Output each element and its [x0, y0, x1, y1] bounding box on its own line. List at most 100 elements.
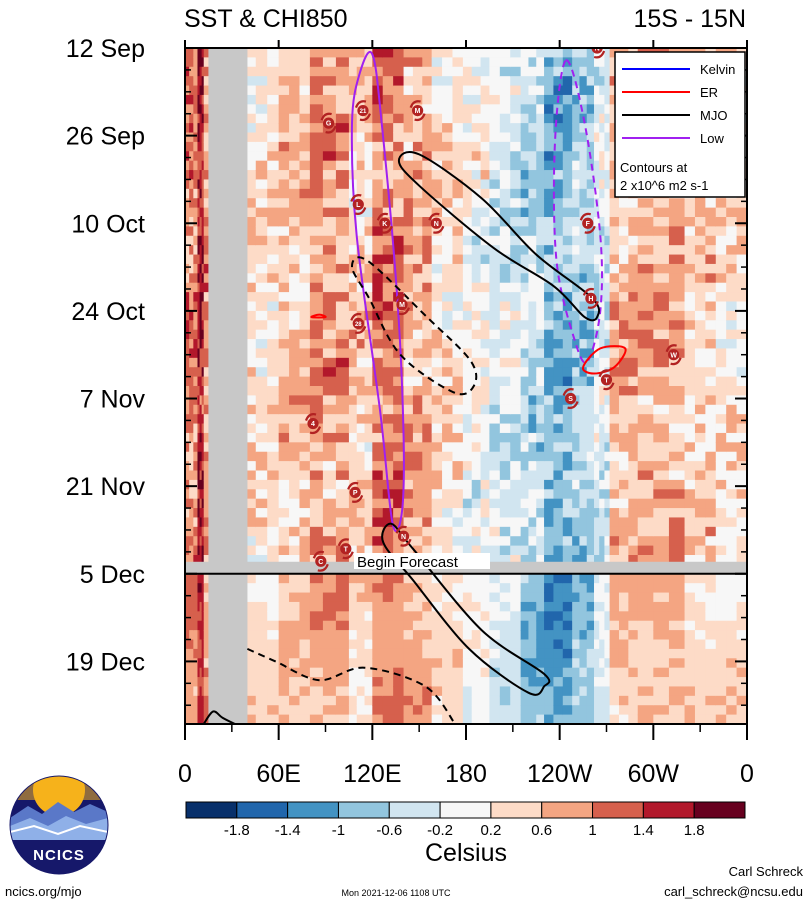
sst-cell	[489, 282, 501, 293]
sst-cell	[609, 245, 620, 256]
sst-cell	[412, 611, 423, 622]
sst-cell	[412, 57, 423, 68]
sst-cell	[489, 630, 501, 641]
sst-cell	[197, 386, 201, 396]
sst-cell	[412, 235, 423, 246]
sst-cell	[442, 160, 454, 171]
sst-cell	[594, 432, 600, 443]
sst-cell	[382, 339, 394, 350]
sst-cell	[618, 479, 629, 490]
sst-cell	[442, 254, 454, 265]
sst-cell	[189, 48, 194, 58]
sst-cell	[309, 113, 324, 124]
sst-cell	[594, 404, 600, 415]
sst-cell	[431, 329, 443, 340]
sst-cell	[197, 235, 201, 246]
sst-cell	[594, 545, 600, 556]
sst-cell	[322, 207, 337, 218]
sst-cell	[489, 310, 501, 321]
sst-cell	[609, 226, 620, 237]
sst-cell	[462, 94, 473, 105]
sst-cell	[185, 601, 190, 612]
sst-cell	[431, 57, 443, 68]
sst-cell	[653, 470, 670, 481]
sst-cell	[372, 442, 384, 453]
sst-cell	[412, 395, 423, 406]
sst-cell	[335, 630, 350, 641]
sst-cell	[201, 198, 205, 209]
sst-cell	[528, 85, 537, 96]
sst-cell	[244, 282, 257, 293]
sst-cell	[489, 601, 501, 612]
sst-cell	[442, 207, 454, 218]
sst-cell	[705, 207, 717, 218]
sst-cell	[705, 423, 717, 434]
sst-cell	[289, 310, 301, 321]
sst-cell	[599, 339, 606, 350]
sst-cell	[471, 461, 482, 472]
sst-cell	[586, 536, 595, 547]
sst-cell	[668, 714, 686, 724]
sst-cell	[562, 620, 573, 631]
sst-cell	[431, 141, 443, 152]
sst-cell	[452, 583, 464, 594]
sst-cell	[520, 320, 530, 331]
sst-cell	[618, 357, 629, 368]
sst-cell	[637, 545, 654, 556]
sst-cell	[562, 170, 573, 181]
sst-cell	[201, 432, 205, 443]
sst-cell	[403, 423, 414, 434]
sst-cell	[185, 705, 190, 716]
sst-cell	[599, 573, 606, 584]
sst-cell	[736, 310, 747, 321]
sst-cell	[471, 376, 482, 387]
sst-cell	[628, 310, 639, 321]
sst-cell	[684, 714, 696, 724]
sst-cell	[193, 536, 199, 547]
sst-cell	[579, 57, 588, 68]
sst-cell	[489, 526, 501, 537]
sst-cell	[599, 404, 606, 415]
sst-cell	[553, 170, 564, 181]
sst-cell	[197, 226, 201, 237]
sst-cell	[356, 479, 366, 490]
sst-cell	[694, 489, 706, 500]
sst-cell	[244, 301, 257, 312]
sst-cell	[705, 282, 717, 293]
sst-cell	[536, 198, 545, 209]
sst-cell	[189, 179, 194, 190]
sst-cell	[553, 442, 564, 453]
sst-cell	[528, 141, 537, 152]
sst-cell	[599, 395, 606, 406]
sst-cell	[489, 555, 501, 565]
sst-cell	[520, 104, 530, 115]
sst-cell	[289, 479, 301, 490]
y-tick-label: 5 Dec	[80, 561, 145, 589]
sst-cell	[604, 648, 611, 659]
storm-label: M	[399, 302, 405, 309]
sst-cell	[364, 592, 373, 603]
sst-cell	[422, 451, 433, 462]
sst-cell	[528, 442, 537, 453]
sst-cell	[510, 583, 522, 594]
sst-cell	[736, 226, 747, 237]
sst-cell	[462, 601, 473, 612]
sst-cell	[489, 376, 501, 387]
sst-cell	[255, 160, 268, 171]
sst-cell	[364, 123, 373, 134]
sst-cell	[499, 498, 511, 509]
sst-cell	[299, 677, 311, 688]
sst-cell	[489, 217, 501, 227]
sst-cell	[412, 198, 423, 209]
sst-cell	[364, 423, 373, 434]
sst-cell	[726, 686, 738, 697]
sst-cell	[452, 160, 464, 171]
sst-cell	[199, 320, 203, 331]
sst-cell	[372, 198, 384, 209]
sst-cell	[278, 592, 290, 603]
sst-cell	[201, 348, 205, 359]
sst-cell	[536, 517, 545, 528]
sst-cell	[382, 123, 394, 134]
sst-cell	[244, 620, 257, 631]
sst-cell	[705, 310, 717, 321]
